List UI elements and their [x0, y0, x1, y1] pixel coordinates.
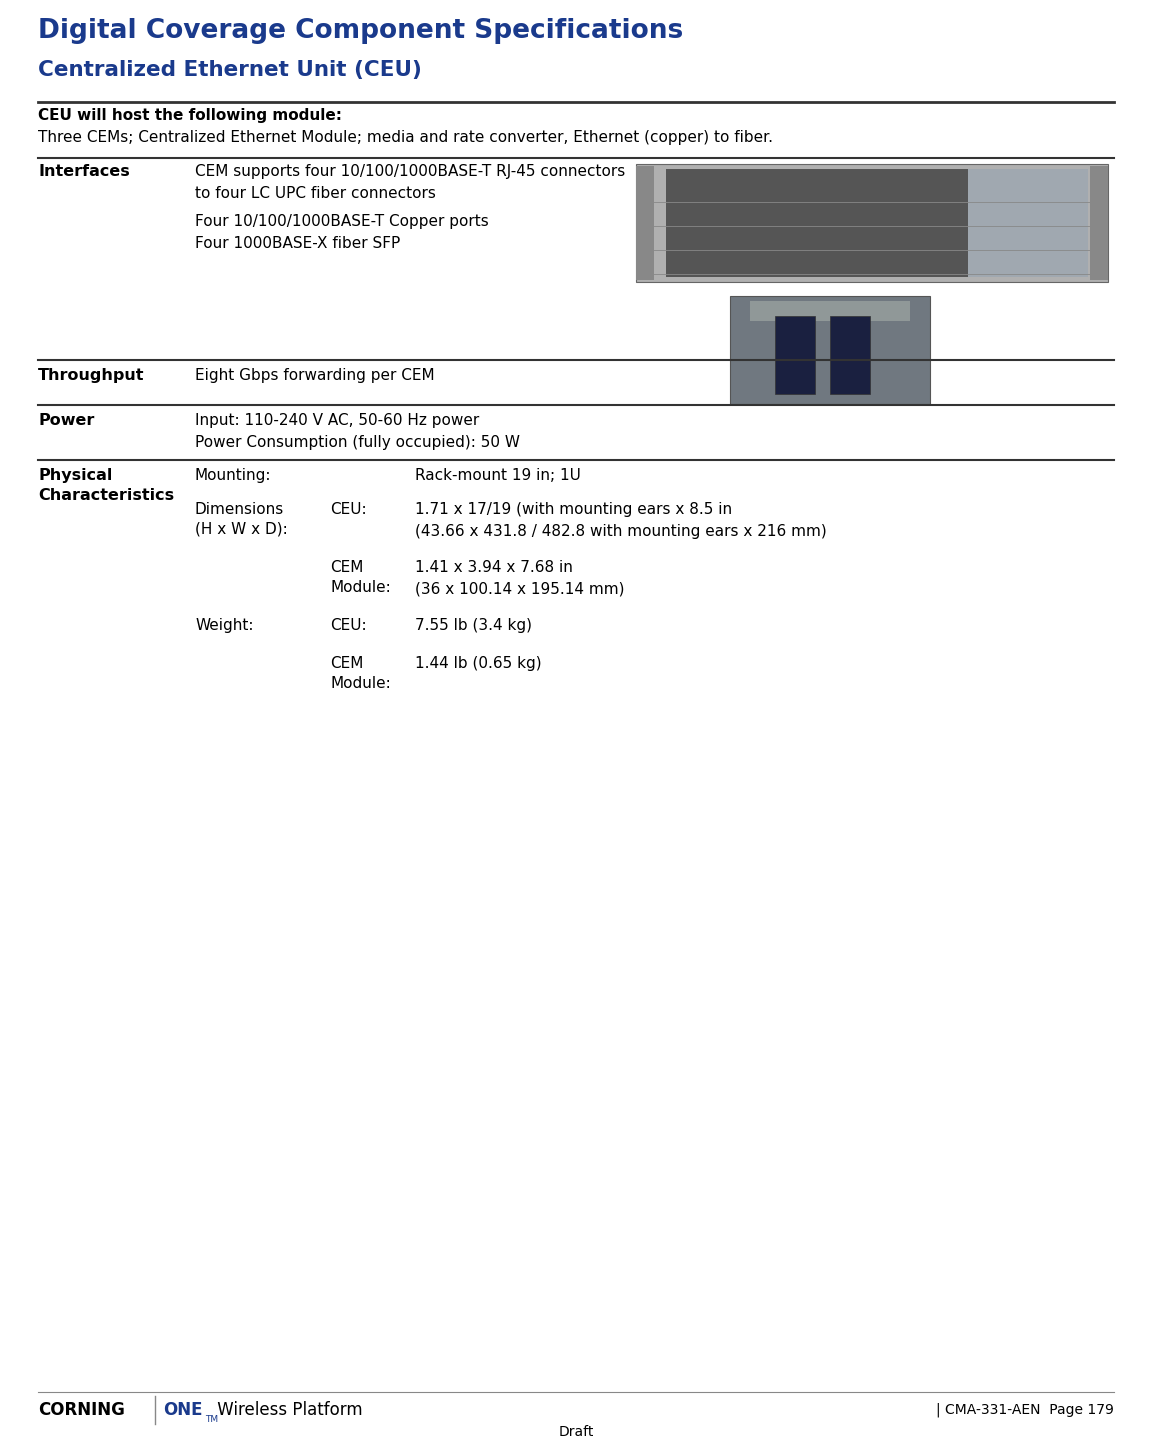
Text: 1.44 lb (0.65 kg): 1.44 lb (0.65 kg) — [415, 656, 541, 671]
Text: Physical
Characteristics: Physical Characteristics — [38, 469, 174, 503]
Text: Interfaces: Interfaces — [38, 163, 130, 179]
Bar — [730, 296, 930, 403]
Text: 7.55 lb (3.4 kg): 7.55 lb (3.4 kg) — [415, 617, 532, 633]
Bar — [750, 301, 910, 321]
Text: 1.41 x 3.94 x 7.68 in: 1.41 x 3.94 x 7.68 in — [415, 560, 573, 576]
Bar — [775, 317, 814, 393]
Text: Power Consumption (fully occupied): 50 W: Power Consumption (fully occupied): 50 W — [195, 435, 520, 450]
Bar — [1090, 166, 1108, 281]
Text: Input: 110-240 V AC, 50-60 Hz power: Input: 110-240 V AC, 50-60 Hz power — [195, 414, 479, 428]
Text: | CMA-331-AEN  Page 179: | CMA-331-AEN Page 179 — [937, 1403, 1114, 1417]
Text: CEU:: CEU: — [329, 502, 366, 518]
Bar — [968, 169, 1087, 278]
Text: Three CEMs; Centralized Ethernet Module; media and rate converter, Ethernet (cop: Three CEMs; Centralized Ethernet Module;… — [38, 130, 773, 145]
Text: Throughput: Throughput — [38, 367, 144, 383]
Bar — [636, 166, 654, 281]
Bar — [636, 163, 1108, 282]
Text: Mounting:: Mounting: — [195, 469, 272, 483]
Text: Weight:: Weight: — [195, 617, 253, 633]
Text: CEM
Module:: CEM Module: — [329, 656, 391, 691]
Text: (36 x 100.14 x 195.14 mm): (36 x 100.14 x 195.14 mm) — [415, 581, 624, 597]
Text: 1.71 x 17/19 (with mounting ears x 8.5 in: 1.71 x 17/19 (with mounting ears x 8.5 i… — [415, 502, 733, 518]
Text: Eight Gbps forwarding per CEM: Eight Gbps forwarding per CEM — [195, 367, 434, 383]
Text: Power: Power — [38, 414, 94, 428]
Text: Draft: Draft — [559, 1424, 593, 1439]
Bar — [666, 169, 1078, 278]
Text: CEU will host the following module:: CEU will host the following module: — [38, 108, 342, 123]
Text: (43.66 x 431.8 / 482.8 with mounting ears x 216 mm): (43.66 x 431.8 / 482.8 with mounting ear… — [415, 523, 827, 539]
Text: CEM
Module:: CEM Module: — [329, 560, 391, 594]
Text: Wireless Platform: Wireless Platform — [212, 1401, 363, 1419]
Text: Centralized Ethernet Unit (CEU): Centralized Ethernet Unit (CEU) — [38, 59, 422, 80]
Text: CORNING: CORNING — [38, 1401, 124, 1419]
Text: to four LC UPC fiber connectors: to four LC UPC fiber connectors — [195, 187, 435, 201]
Text: Four 10/100/1000BASE-T Copper ports: Four 10/100/1000BASE-T Copper ports — [195, 214, 488, 228]
Bar — [829, 317, 870, 393]
Text: Rack-mount 19 in; 1U: Rack-mount 19 in; 1U — [415, 469, 581, 483]
Text: Digital Coverage Component Specifications: Digital Coverage Component Specification… — [38, 17, 683, 43]
Text: CEM supports four 10/100/1000BASE-T RJ-45 connectors: CEM supports four 10/100/1000BASE-T RJ-4… — [195, 163, 626, 179]
Text: CEU:: CEU: — [329, 617, 366, 633]
Text: ONE: ONE — [162, 1401, 203, 1419]
Text: TM: TM — [205, 1416, 218, 1424]
Text: Four 1000BASE-X fiber SFP: Four 1000BASE-X fiber SFP — [195, 236, 400, 252]
Text: Dimensions
(H x W x D):: Dimensions (H x W x D): — [195, 502, 288, 536]
